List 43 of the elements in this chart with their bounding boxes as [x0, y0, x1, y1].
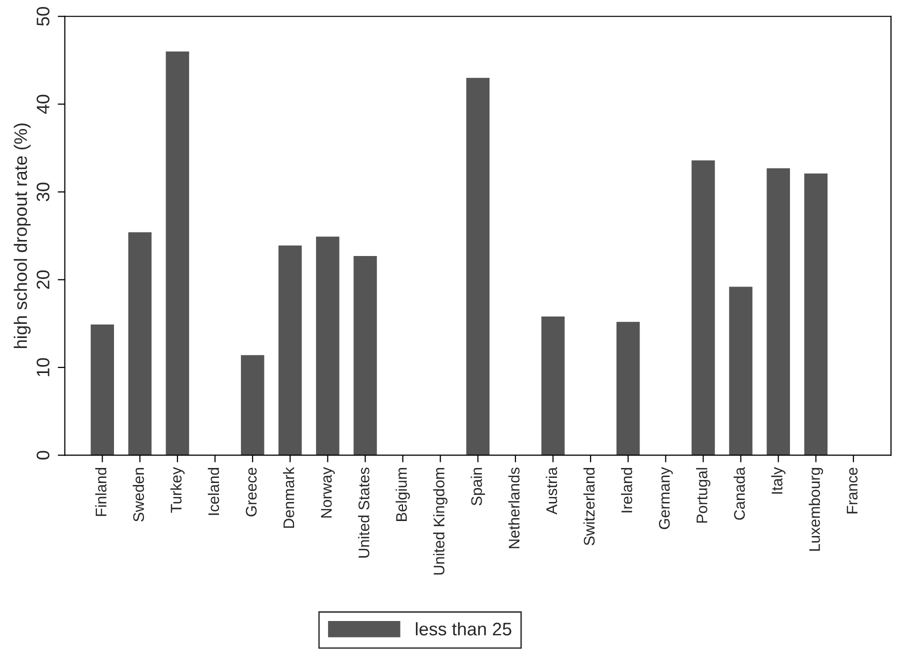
bar — [90, 324, 114, 456]
x-tick-label: Greece — [246, 468, 257, 516]
x-tick-label: Netherlands — [508, 468, 520, 548]
x-tick-label: France — [846, 468, 858, 514]
x-tick-label: Luxembourg — [808, 468, 824, 551]
bar — [541, 316, 565, 456]
legend-label: less than 25 — [416, 622, 512, 636]
y-tick-label: 20 — [36, 270, 50, 289]
x-tick-label: Switzerland — [583, 468, 595, 546]
bar — [804, 173, 828, 456]
x-tick-label: Norway — [321, 467, 335, 518]
x-tick-label: Turkey — [170, 467, 185, 513]
y-tick-label: 10 — [36, 358, 50, 376]
bar — [466, 78, 490, 456]
bar — [128, 232, 152, 456]
x-tick-label: Canada — [734, 467, 745, 520]
x-tick-label: Belgium — [396, 468, 410, 521]
bar — [240, 355, 264, 456]
y-tick-label: 0 — [36, 450, 50, 460]
y-tick-label: 50 — [36, 7, 50, 26]
x-tick-label: Sweden — [132, 468, 144, 522]
bar — [354, 256, 377, 456]
x-tick-label: Denmark — [283, 467, 294, 528]
bar — [616, 322, 640, 456]
y-tick-label: 40 — [36, 94, 50, 114]
bar — [692, 160, 715, 456]
x-tick-label: Ireland — [620, 468, 632, 512]
bar — [278, 245, 302, 456]
bar — [166, 51, 190, 456]
x-tick-label: Italy — [771, 467, 786, 494]
bar — [316, 236, 340, 456]
y-axis-title: high school dropout rate (%) — [14, 124, 31, 348]
x-tick-label: Finland — [95, 468, 106, 516]
bar — [766, 168, 790, 456]
x-tick-label: United Kingdom — [433, 468, 448, 575]
x-tick-label: Iceland — [208, 468, 220, 515]
x-tick-label: Spain — [470, 468, 486, 506]
x-tick-label: Austria — [546, 467, 558, 515]
x-tick-label: Portugal — [696, 468, 710, 523]
bar — [729, 286, 752, 456]
y-tick-label: 30 — [36, 182, 50, 202]
x-tick-label: Germany — [658, 467, 673, 530]
x-tick-label: United States — [358, 468, 370, 558]
